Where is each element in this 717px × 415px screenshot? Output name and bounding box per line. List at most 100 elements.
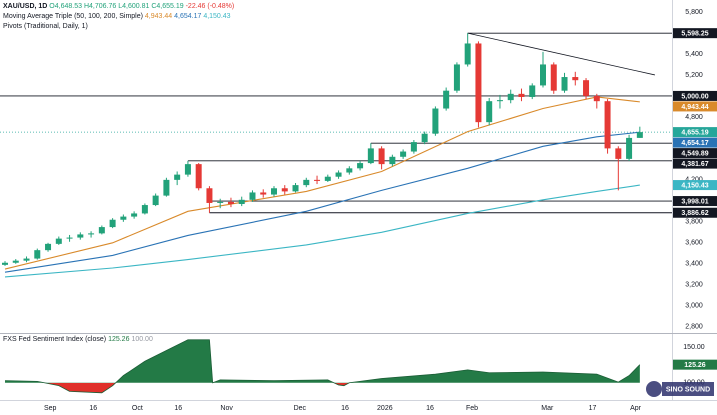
- price-label-box: [673, 101, 717, 112]
- x-tick-label: 2026: [377, 405, 393, 412]
- y-tick-label: 2,800: [685, 324, 703, 331]
- candle-body: [550, 64, 557, 91]
- candle-body: [367, 148, 374, 164]
- open: O4,648.53: [49, 3, 82, 10]
- indicator-baseline: 100.00: [131, 336, 153, 343]
- candle-body: [152, 195, 159, 206]
- candle-body: [410, 142, 417, 152]
- candle-body: [583, 80, 590, 96]
- candle-body: [443, 90, 450, 109]
- x-tick-label: Sep: [44, 405, 57, 412]
- y-tick-label: 3,200: [685, 282, 703, 289]
- x-tick-label: 17: [589, 405, 597, 412]
- x-tick-label: 16: [174, 405, 182, 412]
- y-tick-label: 3,000: [685, 303, 703, 310]
- moving-average: [4, 184, 640, 278]
- candle-body: [314, 179, 321, 181]
- y-tick-label: 4,800: [685, 114, 703, 121]
- candle-body: [2, 262, 8, 265]
- x-tick-label: 16: [426, 405, 434, 412]
- price-label-box: [673, 137, 717, 148]
- candle-body: [12, 260, 19, 263]
- price-label: 4,654.17: [681, 140, 708, 147]
- candle-body: [195, 164, 202, 189]
- candle-body: [453, 64, 460, 91]
- candle-body: [378, 148, 385, 165]
- logo-box: [662, 382, 714, 396]
- candle-body: [464, 43, 471, 65]
- candle-body: [421, 133, 428, 143]
- x-tick-label: Apr: [630, 405, 642, 412]
- candle-body: [163, 179, 170, 196]
- candle-body: [626, 137, 633, 159]
- ma-header: Moving Average Triple (50, 100, 200, Sim…: [3, 13, 231, 20]
- candle-body: [77, 234, 84, 238]
- candle-body: [475, 43, 482, 123]
- price-label-box: [673, 207, 717, 218]
- y-tick-label: 3,400: [685, 261, 703, 268]
- candle-body: [561, 77, 568, 91]
- y-tick-label: 3,800: [685, 219, 703, 226]
- candle-body: [400, 151, 407, 157]
- watermark: SINO SOUND: [666, 386, 710, 393]
- candle-body: [55, 238, 62, 244]
- candle-body: [518, 93, 525, 97]
- change: -22.46 (-0.48%): [186, 3, 235, 10]
- candle-body: [507, 93, 514, 101]
- candle-body: [432, 108, 439, 134]
- price-label: 4,943.44: [681, 104, 708, 111]
- candle-body: [496, 100, 503, 102]
- plot: 5,8005,4005,2004,8004,2003,8003,6003,400…: [0, 9, 717, 412]
- candle-body: [486, 101, 493, 123]
- high: H4,706.76: [84, 3, 116, 10]
- candle-body: [292, 185, 299, 192]
- candle-body: [227, 201, 234, 204]
- price-label: 4,150.43: [681, 182, 708, 189]
- candle-body: [141, 205, 148, 214]
- price-label: 4,655.19: [681, 129, 708, 136]
- moving-average: [4, 131, 640, 273]
- indicator-title: FXS Fed Sentiment Index (close): [3, 336, 106, 343]
- x-tick-label: Feb: [466, 405, 478, 412]
- sentiment-area: [5, 339, 640, 393]
- price-label: 4,381.67: [681, 161, 708, 168]
- trendline: [467, 32, 655, 76]
- indicator-tick-label: 150.00: [683, 344, 705, 351]
- candle-body: [88, 233, 95, 235]
- ma-value: 4,150.43: [203, 13, 230, 20]
- candle-body: [389, 156, 396, 165]
- candle-body: [217, 201, 224, 203]
- candle-body: [174, 174, 181, 180]
- x-tick-label: 16: [89, 405, 97, 412]
- indicator-label: 125.26: [684, 362, 706, 369]
- candle-body: [593, 95, 600, 102]
- logo-mark: [646, 381, 662, 397]
- candle-body: [335, 172, 342, 177]
- pivots-header: Pivots (Traditional, Daily, 1): [3, 23, 88, 30]
- price-label-box: [673, 28, 717, 39]
- close: C4,655.19: [151, 3, 183, 10]
- candle-body: [98, 227, 105, 234]
- candle-body: [529, 85, 536, 97]
- x-tick-label: Nov: [220, 405, 233, 412]
- price-label: 5,000.00: [681, 93, 708, 100]
- candle-body: [34, 250, 41, 259]
- candle-body: [238, 199, 245, 204]
- candle-body: [357, 163, 364, 169]
- candle-body: [120, 216, 127, 220]
- candle-body: [636, 132, 643, 138]
- indicator-header: FXS Fed Sentiment Index (close) 125.26 1…: [3, 336, 153, 343]
- ma-value: 4,943.44: [145, 13, 172, 20]
- candle-body: [615, 148, 622, 159]
- x-tick-label: Mar: [541, 405, 554, 412]
- candle-body: [23, 258, 30, 261]
- indicator-label-box: [673, 359, 717, 370]
- price-label-box: [673, 158, 717, 169]
- x-tick-label: Oct: [132, 405, 143, 412]
- x-tick-label: Dec: [294, 405, 307, 412]
- price-label-box: [673, 148, 717, 159]
- candle-body: [66, 237, 73, 239]
- candle-body: [572, 77, 579, 81]
